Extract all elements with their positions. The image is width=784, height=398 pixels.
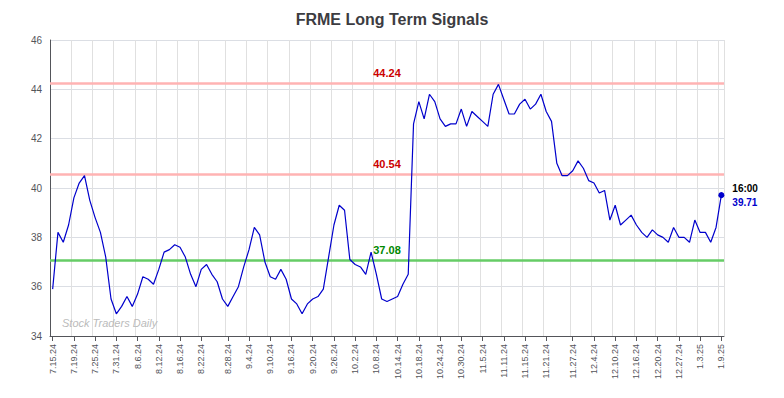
svg-text:34: 34 — [31, 331, 43, 342]
svg-text:FRME Long Term Signals: FRME Long Term Signals — [296, 11, 489, 28]
svg-text:1.3.25: 1.3.25 — [695, 344, 705, 369]
svg-text:12.27.24: 12.27.24 — [674, 344, 684, 379]
svg-text:40.54: 40.54 — [373, 158, 401, 170]
svg-text:39.71: 39.71 — [732, 197, 757, 208]
svg-text:9.16.24: 9.16.24 — [286, 344, 296, 374]
svg-text:8.6.24: 8.6.24 — [133, 344, 143, 369]
svg-text:37.08: 37.08 — [373, 244, 401, 256]
svg-text:12.4.24: 12.4.24 — [589, 344, 599, 374]
svg-text:Stock Traders Daily: Stock Traders Daily — [62, 317, 159, 329]
svg-text:11.5.24: 11.5.24 — [478, 344, 488, 373]
svg-text:16:00: 16:00 — [732, 183, 758, 194]
svg-text:10.2.24: 10.2.24 — [350, 344, 360, 374]
svg-text:9.20.24: 9.20.24 — [308, 344, 318, 374]
svg-text:10.18.24: 10.18.24 — [414, 344, 424, 379]
svg-text:9.4.24: 9.4.24 — [244, 344, 254, 369]
svg-text:8.28.24: 8.28.24 — [223, 344, 233, 374]
svg-text:44.24: 44.24 — [373, 67, 401, 79]
svg-text:10.14.24: 10.14.24 — [393, 344, 403, 379]
svg-text:10.30.24: 10.30.24 — [456, 344, 466, 379]
svg-text:12.16.24: 12.16.24 — [631, 344, 641, 379]
svg-text:46: 46 — [31, 35, 43, 46]
svg-text:40: 40 — [31, 183, 43, 194]
svg-text:12.10.24: 12.10.24 — [610, 344, 620, 379]
svg-text:42: 42 — [31, 133, 43, 144]
svg-text:12.20.24: 12.20.24 — [653, 344, 663, 379]
svg-text:1.9.25: 1.9.25 — [716, 344, 726, 369]
svg-text:10.8.24: 10.8.24 — [371, 344, 381, 374]
svg-text:8.22.24: 8.22.24 — [196, 344, 206, 374]
svg-text:44: 44 — [31, 84, 43, 95]
svg-text:7.25.24: 7.25.24 — [90, 344, 100, 374]
svg-text:11.27.24: 11.27.24 — [568, 344, 578, 378]
svg-text:10.24.24: 10.24.24 — [435, 344, 445, 379]
svg-text:7.19.24: 7.19.24 — [69, 344, 79, 374]
svg-text:9.26.24: 9.26.24 — [329, 344, 339, 374]
svg-text:8.12.24: 8.12.24 — [154, 344, 164, 374]
svg-text:8.16.24: 8.16.24 — [175, 344, 185, 374]
svg-text:38: 38 — [31, 232, 43, 243]
svg-text:7.15.24: 7.15.24 — [48, 344, 58, 374]
svg-text:7.31.24: 7.31.24 — [111, 344, 121, 374]
svg-text:36: 36 — [31, 281, 43, 292]
svg-text:11.11.24: 11.11.24 — [499, 344, 509, 378]
svg-text:11.21.24: 11.21.24 — [541, 344, 551, 378]
svg-text:9.10.24: 9.10.24 — [265, 344, 275, 374]
svg-text:11.15.24: 11.15.24 — [520, 344, 530, 378]
